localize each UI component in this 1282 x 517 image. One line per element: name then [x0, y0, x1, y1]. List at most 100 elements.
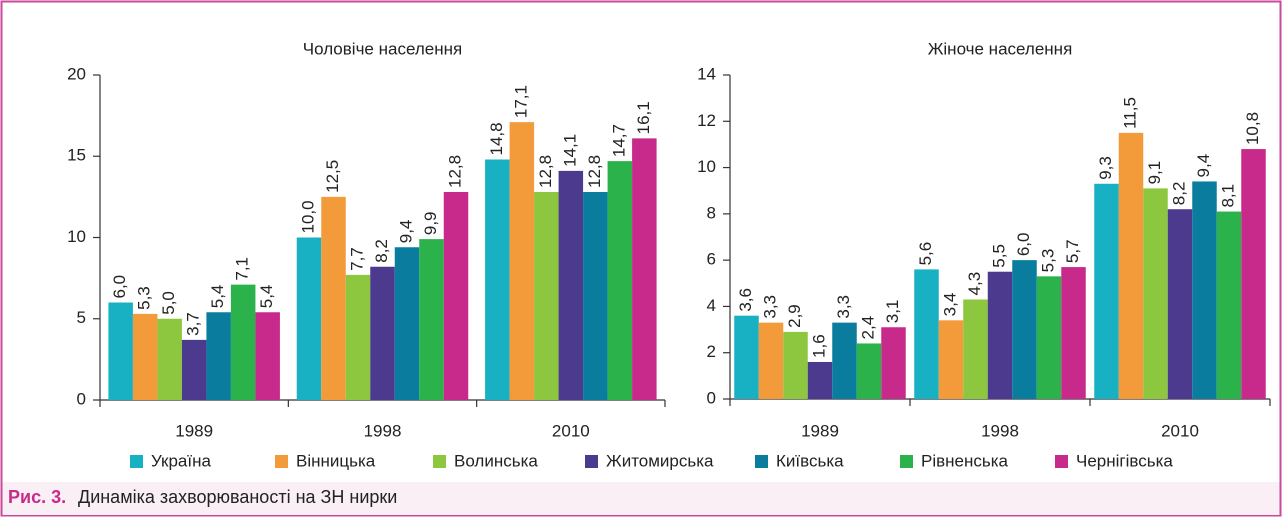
- bar: [734, 315, 759, 399]
- y-tick-label: 4: [707, 296, 716, 315]
- y-tick-label: 8: [707, 203, 716, 222]
- bar: [758, 322, 784, 399]
- bar: [1143, 188, 1168, 399]
- value-label: 14,8: [487, 122, 506, 155]
- legend-swatch: [1055, 455, 1068, 468]
- bar: [206, 312, 231, 400]
- bar: [1094, 183, 1119, 399]
- value-label: 4,3: [965, 272, 984, 296]
- bar: [1036, 276, 1062, 399]
- value-label: 5,0: [159, 291, 178, 315]
- y-tick-label: 15: [67, 146, 86, 165]
- value-label: 9,9: [421, 211, 440, 235]
- x-tick-label: 1998: [364, 421, 402, 440]
- chart-title: Жіноче населення: [928, 39, 1073, 58]
- value-label: 3,3: [834, 295, 853, 319]
- legend-label: Житомирська: [606, 451, 714, 470]
- bar: [132, 313, 158, 400]
- value-label: 9,4: [396, 220, 415, 244]
- y-tick-label: 20: [67, 64, 86, 83]
- value-label: 12,5: [323, 160, 342, 193]
- bar: [856, 343, 882, 399]
- bar: [583, 192, 608, 400]
- bar: [558, 170, 584, 400]
- chart-title: Чоловіче населення: [303, 39, 462, 58]
- value-label: 17,1: [511, 85, 530, 118]
- value-label: 11,5: [1120, 97, 1139, 129]
- x-tick-label: 1989: [801, 421, 839, 440]
- bar: [419, 239, 444, 400]
- value-label: 3,3: [760, 295, 779, 319]
- value-label: 5,5: [989, 244, 1008, 268]
- value-label: 2,4: [858, 316, 877, 340]
- value-label: 2,9: [785, 304, 804, 328]
- value-label: 16,1: [634, 101, 653, 134]
- caption-band: [2, 482, 1280, 515]
- bar: [394, 247, 420, 400]
- value-label: 14,1: [560, 134, 579, 167]
- bar: [1012, 260, 1037, 399]
- value-label: 8,2: [1169, 182, 1188, 206]
- value-label: 5,3: [135, 286, 154, 310]
- bar: [534, 192, 559, 400]
- bar: [963, 299, 988, 399]
- value-label: 12,8: [536, 155, 555, 188]
- legend-label: Україна: [151, 451, 211, 470]
- bar: [832, 322, 857, 399]
- bar: [255, 312, 280, 400]
- x-tick-label: 2010: [1161, 421, 1199, 440]
- legend-swatch: [755, 455, 768, 468]
- bar: [938, 320, 964, 399]
- legend-label: Чернігівська: [1076, 451, 1173, 470]
- legend-swatch: [275, 455, 288, 468]
- y-tick-label: 0: [77, 389, 86, 408]
- value-label: 14,7: [609, 124, 628, 157]
- legend-swatch: [433, 455, 446, 468]
- caption-text: Динаміка захворюваності на ЗН нирки: [78, 487, 397, 507]
- value-label: 9,3: [1096, 156, 1115, 180]
- x-tick-label: 1989: [175, 421, 213, 440]
- bar: [509, 122, 535, 400]
- bar: [632, 138, 657, 400]
- legend-label: Вінницька: [296, 451, 376, 470]
- value-label: 1,6: [809, 334, 828, 358]
- bar: [881, 327, 906, 399]
- value-label: 12,8: [585, 155, 604, 188]
- bar: [230, 284, 256, 400]
- value-label: 7,7: [347, 247, 366, 271]
- value-label: 5,4: [257, 285, 276, 309]
- y-tick-label: 0: [707, 388, 716, 407]
- value-label: 3,1: [883, 300, 902, 324]
- y-tick-label: 10: [67, 227, 86, 246]
- legend-swatch: [585, 455, 598, 468]
- bar: [485, 159, 510, 400]
- bar: [1061, 267, 1086, 399]
- value-label: 5,6: [916, 242, 935, 266]
- value-label: 3,7: [184, 312, 203, 336]
- bar: [1192, 181, 1217, 399]
- bar: [1241, 149, 1266, 399]
- value-label: 8,2: [372, 239, 391, 263]
- bar: [1167, 209, 1193, 399]
- legend-swatch: [130, 455, 143, 468]
- bar: [1216, 211, 1242, 399]
- value-label: 6,0: [110, 275, 129, 299]
- y-tick-label: 10: [697, 157, 716, 176]
- bar: [914, 269, 939, 399]
- value-label: 3,4: [940, 293, 959, 317]
- bar: [607, 161, 633, 400]
- bar: [345, 274, 371, 400]
- bar: [157, 318, 182, 400]
- value-label: 9,4: [1194, 154, 1213, 178]
- y-tick-label: 5: [77, 308, 86, 327]
- bar: [807, 361, 833, 399]
- value-label: 9,1: [1145, 161, 1164, 185]
- y-tick-label: 14: [697, 64, 716, 83]
- value-label: 3,6: [736, 288, 755, 312]
- x-tick-label: 2010: [552, 421, 590, 440]
- bar: [370, 266, 395, 400]
- y-tick-label: 12: [697, 111, 716, 130]
